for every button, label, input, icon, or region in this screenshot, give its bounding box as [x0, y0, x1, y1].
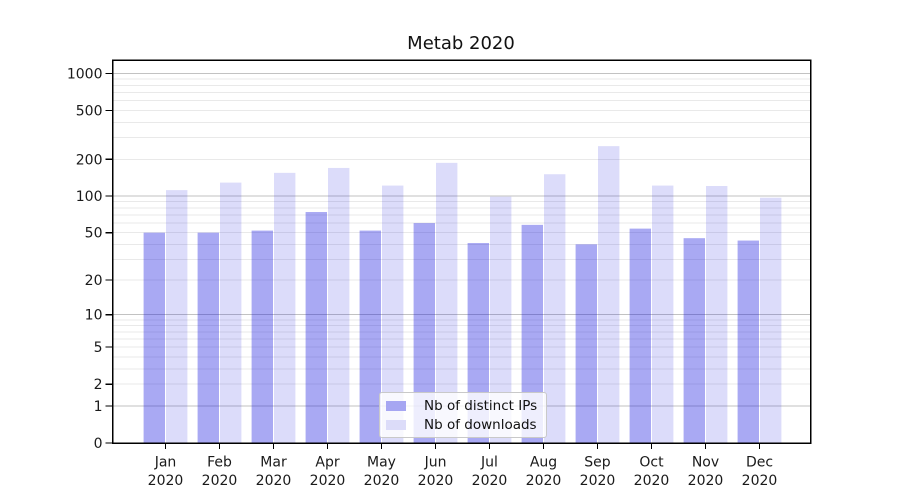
y-tick-label: 1: [94, 399, 103, 415]
bar-distinct-ips-jan: [143, 232, 165, 443]
bar-downloads-sep: [598, 146, 620, 443]
x-tick-label-year: 2020: [148, 473, 184, 489]
bar-distinct-ips-nov: [683, 238, 705, 443]
bar-distinct-ips-may: [359, 230, 381, 443]
x-tick-label-year: 2020: [472, 473, 508, 489]
bar-distinct-ips-apr: [305, 212, 327, 443]
x-tick-label-month: Mar: [260, 455, 287, 471]
legend-item-downloads: Nb of downloads: [386, 416, 537, 433]
legend: Nb of distinct IPs Nb of downloads: [379, 392, 548, 438]
y-tick-label: 10: [85, 308, 103, 324]
x-tick-label-year: 2020: [580, 473, 616, 489]
bar-distinct-ips-aug: [521, 224, 543, 443]
bar-downloads-nov: [706, 185, 728, 444]
bar-downloads-feb: [220, 182, 242, 444]
x-tick-label-month: Jun: [424, 455, 447, 471]
bar-downloads-may: [382, 185, 404, 444]
y-tick-label: 500: [76, 103, 103, 119]
bar-distinct-ips-mar: [251, 230, 273, 443]
bar-downloads-jul: [490, 196, 512, 443]
x-tick-label-year: 2020: [256, 473, 292, 489]
legend-swatch-downloads: [386, 419, 406, 430]
x-tick-label-month: Aug: [530, 455, 557, 471]
x-tick-label-month: Jul: [480, 455, 498, 471]
bar-downloads-dec: [760, 197, 782, 443]
x-tick-label-month: Feb: [207, 455, 232, 471]
x-tick-label-month: Sep: [584, 455, 611, 471]
bar-downloads-aug: [544, 174, 566, 443]
x-tick-label-year: 2020: [310, 473, 346, 489]
bar-downloads-mar: [274, 172, 296, 443]
bar-distinct-ips-dec: [737, 240, 759, 443]
x-tick-label-year: 2020: [742, 473, 778, 489]
y-tick-label: 100: [76, 189, 103, 205]
x-tick-label-month: Apr: [315, 455, 339, 471]
y-tick-label: 20: [85, 273, 103, 289]
bar-distinct-ips-oct: [629, 228, 651, 443]
legend-label-downloads: Nb of downloads: [424, 416, 537, 433]
bar-downloads-apr: [328, 167, 350, 443]
legend-item-distinct-ips: Nb of distinct IPs: [386, 397, 537, 414]
x-tick-label-year: 2020: [526, 473, 562, 489]
legend-label-distinct-ips: Nb of distinct IPs: [424, 397, 538, 414]
bar-downloads-jan: [166, 190, 188, 443]
x-tick-label-year: 2020: [634, 473, 670, 489]
bar-distinct-ips-sep: [575, 244, 597, 443]
y-tick-label: 0: [94, 436, 103, 452]
x-tick-label-year: 2020: [202, 473, 238, 489]
bar-downloads-oct: [652, 185, 674, 444]
y-tick-label: 1000: [67, 66, 103, 82]
x-tick-label-month: Jan: [154, 455, 177, 471]
x-tick-label-month: May: [367, 455, 396, 471]
y-tick-label: 2: [94, 377, 103, 393]
bar-distinct-ips-jun: [413, 223, 435, 443]
x-tick-label-year: 2020: [418, 473, 454, 489]
bar-downloads-jun: [436, 162, 458, 444]
legend-swatch-distinct-ips: [386, 400, 406, 411]
bar-distinct-ips-feb: [197, 232, 219, 443]
y-tick-label: 50: [85, 226, 103, 242]
x-tick-label-month: Dec: [746, 455, 773, 471]
x-tick-label-month: Oct: [639, 455, 664, 471]
y-tick-label: 200: [76, 152, 103, 168]
chart-title: Metab 2020: [407, 33, 515, 54]
x-tick-label-year: 2020: [688, 473, 724, 489]
x-tick-label-month: Nov: [692, 455, 719, 471]
x-tick-label-year: 2020: [364, 473, 400, 489]
plot-border: [111, 59, 812, 444]
y-tick-label: 5: [94, 340, 103, 356]
